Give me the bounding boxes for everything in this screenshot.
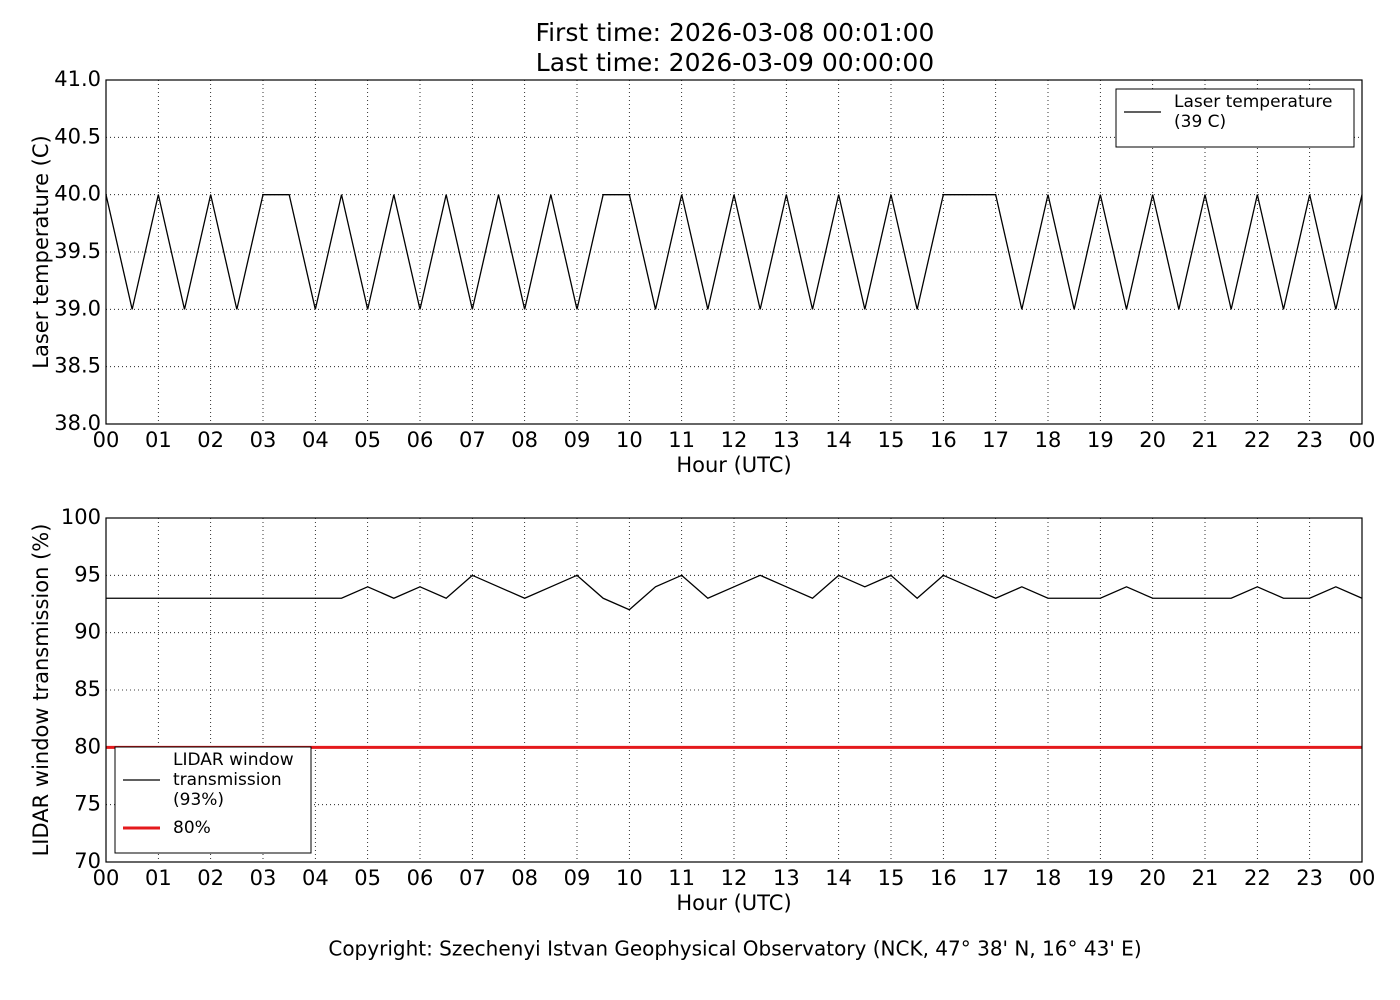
- legend-box: [1115, 88, 1355, 148]
- x-tick-label: 17: [982, 428, 1009, 452]
- x-tick-label: 19: [1087, 428, 1114, 452]
- y-tick-label: 85: [74, 677, 101, 701]
- x-tick-label: 23: [1296, 428, 1323, 452]
- series-line: [106, 574, 1363, 611]
- title-line-2: Last time: 2026-03-09 00:00:00: [536, 48, 934, 77]
- footer: Copyright: Szechenyi Istvan Geophysical …: [328, 937, 1141, 961]
- x-tick-label: 10: [616, 428, 643, 452]
- x-tick-label: 16: [930, 428, 957, 452]
- x-tick-label: 16: [930, 866, 957, 890]
- x-tick-label: 19: [1087, 866, 1114, 890]
- x-tick-label: 07: [459, 866, 486, 890]
- y-tick-label: 90: [74, 620, 101, 644]
- plot-frame: [105, 517, 1363, 863]
- x-tick-label: 01: [145, 428, 172, 452]
- x-tick-label: 14: [825, 866, 852, 890]
- x-tick-label: 10: [616, 866, 643, 890]
- x-tick-label: 07: [459, 428, 486, 452]
- x-tick-label: 18: [1035, 428, 1062, 452]
- x-tick-label: 09: [564, 428, 591, 452]
- legend-label: LIDAR window: [173, 750, 294, 770]
- y-tick-label: 40.0: [54, 182, 101, 206]
- x-tick-label: 17: [982, 866, 1009, 890]
- x-tick-label: 18: [1035, 866, 1062, 890]
- legend-label: 80%: [173, 818, 211, 838]
- y-tick-label: 95: [74, 562, 101, 586]
- x-tick-label: 02: [197, 866, 224, 890]
- plot-frame: [105, 79, 1363, 425]
- y-tick-label: 38.5: [54, 354, 101, 378]
- x-tick-label: 21: [1192, 866, 1219, 890]
- x-axis-label: Hour (UTC): [676, 453, 791, 477]
- title-line-1: First time: 2026-03-08 00:01:00: [536, 18, 935, 47]
- y-axis-label: Laser temperature (C): [29, 135, 53, 368]
- x-tick-label: 22: [1244, 866, 1271, 890]
- x-tick-label: 12: [721, 428, 748, 452]
- x-tick-label: 05: [354, 428, 381, 452]
- y-tick-label: 75: [74, 792, 101, 816]
- series-line: [105, 194, 1363, 310]
- x-tick-label: 11: [668, 866, 695, 890]
- legend-label: Laser temperature: [1174, 92, 1332, 112]
- x-tick-label: 01: [145, 866, 172, 890]
- y-axis-label: LIDAR window transmission (%): [29, 524, 53, 857]
- x-tick-label: 06: [407, 428, 434, 452]
- legend-box: [114, 746, 312, 854]
- x-tick-label: 23: [1296, 866, 1323, 890]
- x-tick-label: 03: [250, 428, 277, 452]
- x-tick-label: 20: [1139, 428, 1166, 452]
- x-tick-label: 15: [878, 428, 905, 452]
- x-tick-label: 00: [1349, 428, 1376, 452]
- x-tick-label: 04: [302, 866, 329, 890]
- x-tick-label: 00: [93, 866, 120, 890]
- x-tick-label: 00: [93, 428, 120, 452]
- x-tick-label: 14: [825, 428, 852, 452]
- x-tick-label: 21: [1192, 428, 1219, 452]
- x-tick-label: 08: [511, 428, 538, 452]
- x-tick-label: 03: [250, 866, 277, 890]
- x-tick-label: 04: [302, 428, 329, 452]
- x-tick-label: 13: [773, 866, 800, 890]
- y-tick-label: 40.5: [54, 124, 101, 148]
- x-tick-label: 06: [407, 866, 434, 890]
- x-axis-label: Hour (UTC): [676, 891, 791, 915]
- legend-label: (93%): [173, 790, 224, 810]
- legend-label: (39 C): [1174, 112, 1226, 132]
- y-tick-label: 41.0: [54, 67, 101, 91]
- y-tick-label: 38.0: [54, 411, 101, 435]
- x-tick-label: 05: [354, 866, 381, 890]
- x-tick-label: 08: [511, 866, 538, 890]
- y-tick-label: 39.5: [54, 239, 101, 263]
- x-tick-label: 00: [1349, 866, 1376, 890]
- x-tick-label: 20: [1139, 866, 1166, 890]
- y-tick-label: 70: [74, 849, 101, 873]
- x-tick-label: 12: [721, 866, 748, 890]
- y-tick-label: 100: [61, 505, 101, 529]
- y-tick-label: 80: [74, 734, 101, 758]
- x-tick-label: 13: [773, 428, 800, 452]
- x-tick-label: 11: [668, 428, 695, 452]
- x-tick-label: 15: [878, 866, 905, 890]
- x-tick-label: 22: [1244, 428, 1271, 452]
- y-tick-label: 39.0: [54, 296, 101, 320]
- x-tick-label: 09: [564, 866, 591, 890]
- x-tick-label: 02: [197, 428, 224, 452]
- legend-label: transmission: [173, 770, 282, 790]
